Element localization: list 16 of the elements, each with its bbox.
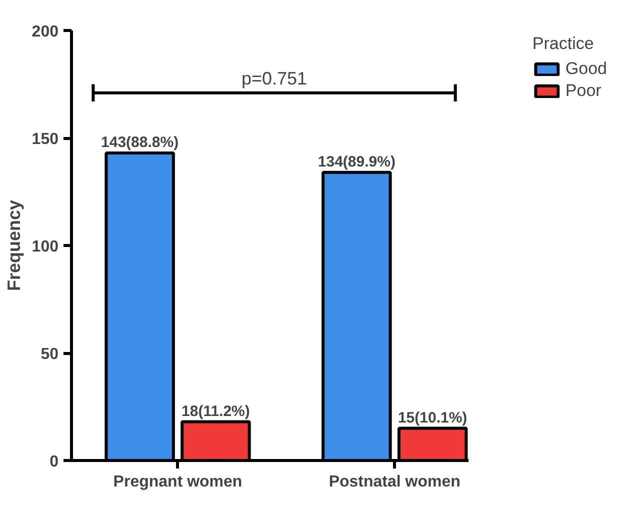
legend-label: Good [565,59,607,79]
legend-title: Practice [532,34,595,54]
annotation: p=0.751 [241,68,308,89]
data-label: 15(10.1%) [398,409,468,426]
x-tick-label: Pregnant women [113,474,242,490]
data-label: 134(89.9%) [318,153,396,170]
y-tick-label: 0 [50,454,59,470]
y-tick-label: 50 [40,346,59,363]
legend-label: Poor [565,81,602,101]
y-axis-title: Frequency [4,200,24,292]
y-tick-label: 200 [32,24,59,40]
data-label: 18(11.2%) [182,402,250,420]
x-tick-label: Postnatal women [328,474,460,490]
y-tick-label: 100 [32,238,59,256]
y-tick-label: 150 [32,131,59,148]
data-label: 143(88.8%) [101,134,179,152]
